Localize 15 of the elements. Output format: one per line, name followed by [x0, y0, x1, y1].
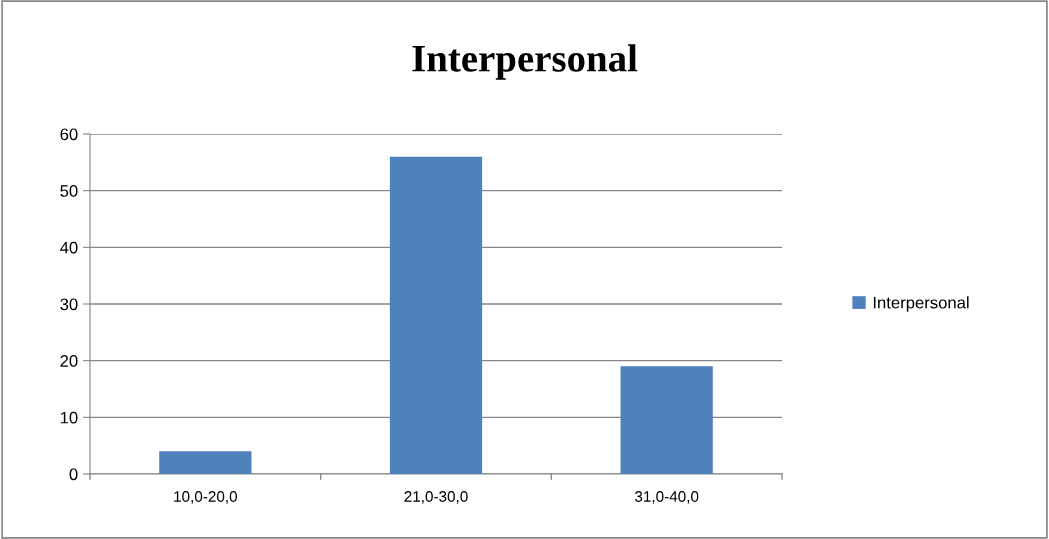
bar [159, 451, 252, 474]
y-tick-label: 10 [60, 411, 78, 424]
y-tick-label: 50 [60, 185, 78, 197]
x-tick-label: 31,0-40,0 [634, 491, 699, 504]
x-tick-label: 21,0-30,0 [404, 491, 468, 504]
bar [620, 366, 713, 474]
bar [389, 156, 483, 474]
y-tick-label: 60 [60, 128, 78, 141]
x-tick-label: 10,0-20,0 [174, 491, 238, 504]
chart-title: Interpersonal [412, 44, 638, 80]
y-tick-label: 20 [60, 355, 78, 367]
y-tick-label: 40 [60, 241, 78, 254]
legend-label: Interpersonal [873, 296, 969, 312]
y-tick-label: 30 [60, 298, 78, 311]
y-tick-label: 0 [69, 468, 78, 481]
